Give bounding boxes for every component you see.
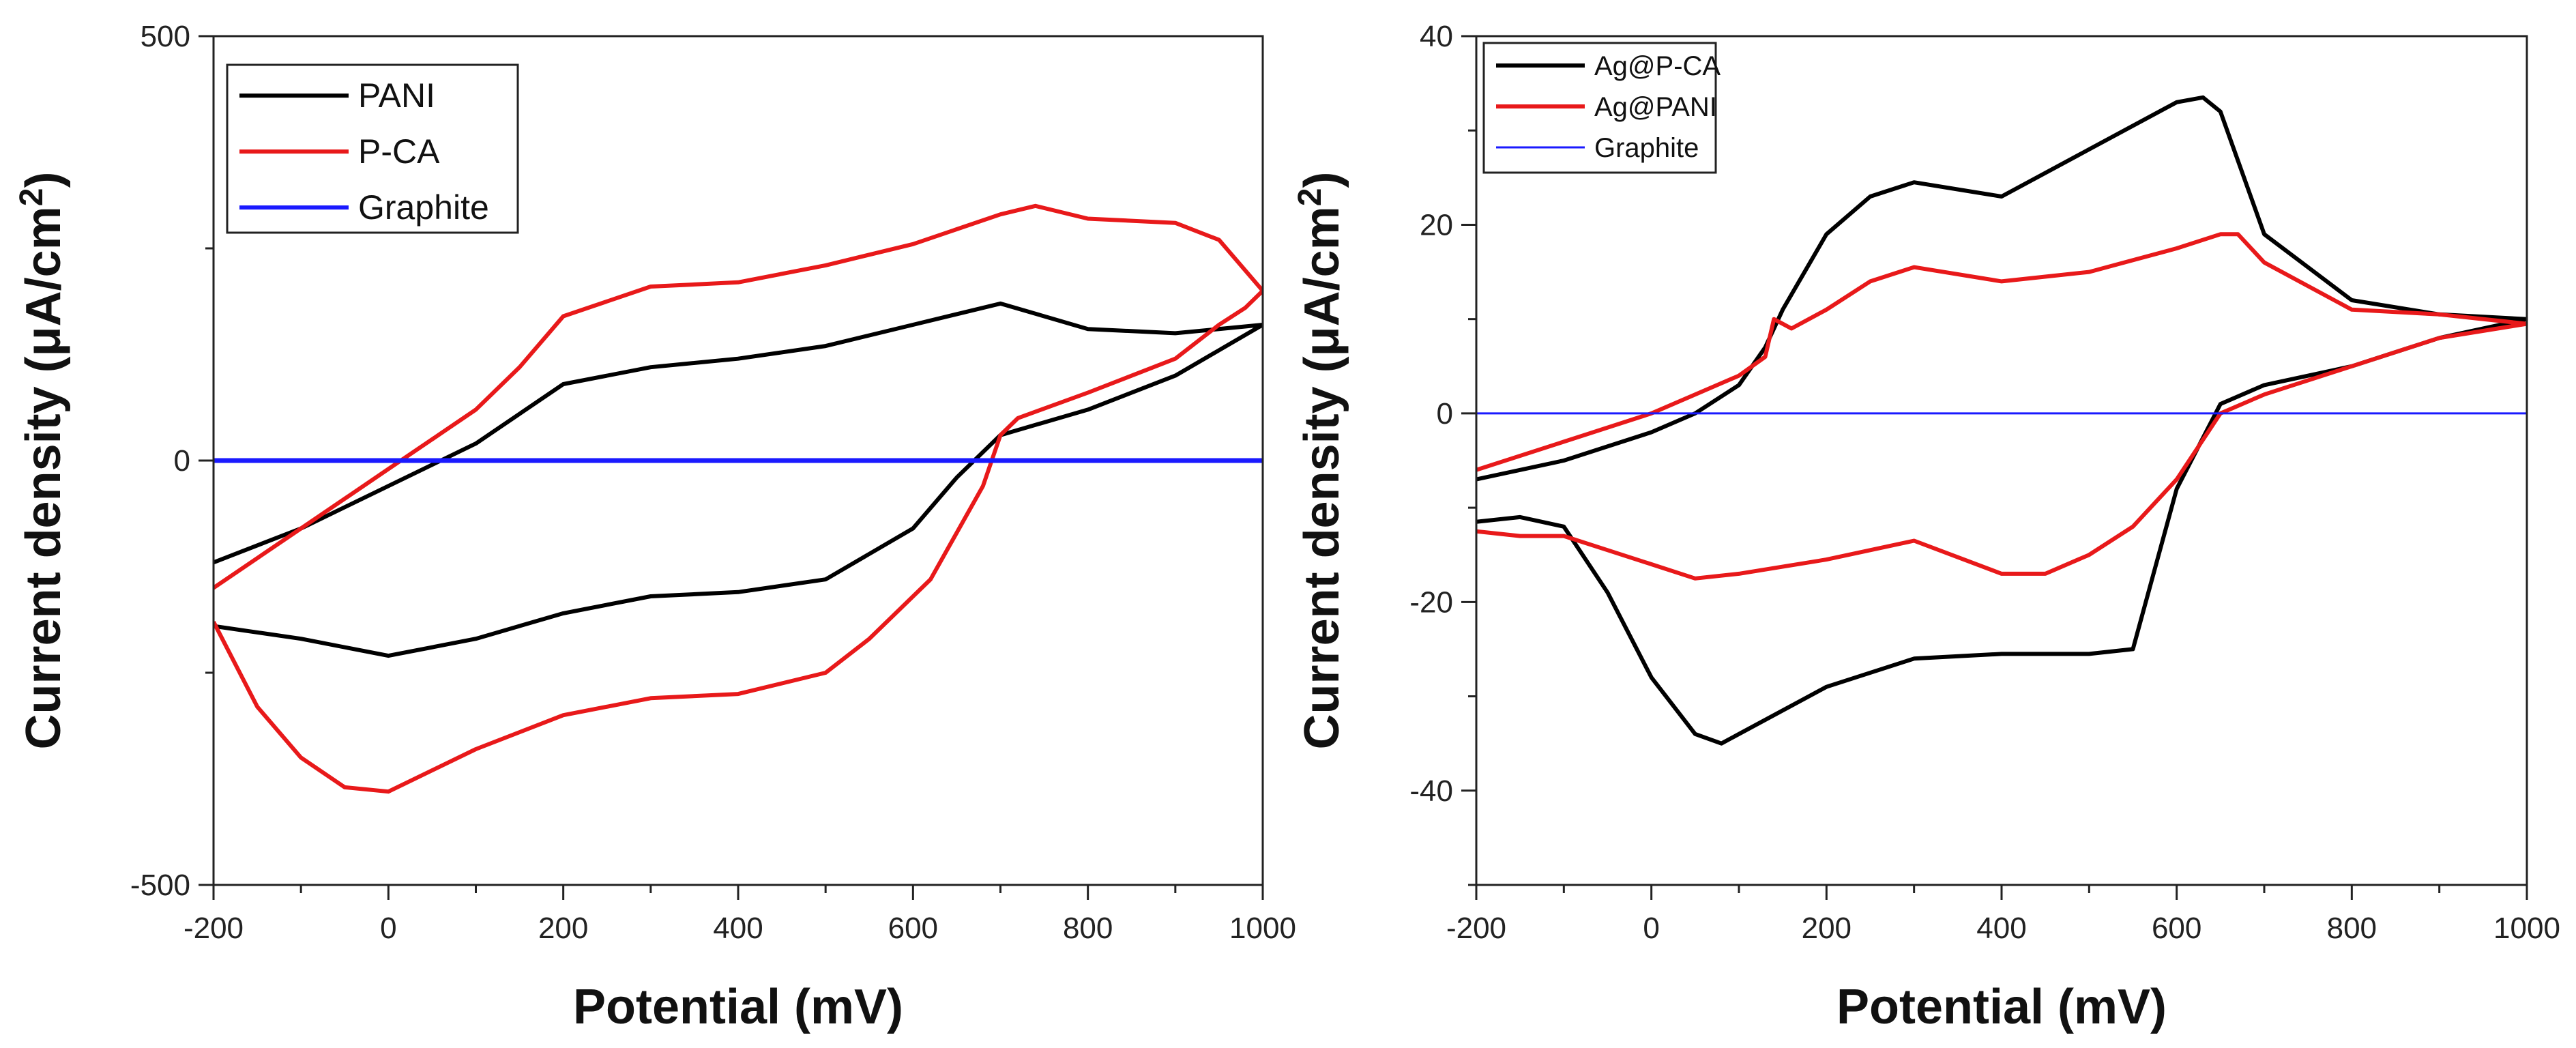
x-tick-label: 600 xyxy=(2152,912,2201,945)
series-line-ag-p-ca xyxy=(1476,95,2527,746)
legend-label: PANI xyxy=(358,76,435,115)
x-axis-label: Potential (mV) xyxy=(573,980,903,1034)
legend-label: P-CA xyxy=(358,132,440,171)
chart-right: -200 0 200 400 600 800 100040200-20-40Potentia… xyxy=(1292,20,2560,1034)
y-tick-label: -500 xyxy=(130,869,190,902)
series-line-ag-pani xyxy=(1476,232,2527,581)
x-tick-label: 800 xyxy=(1063,912,1113,945)
series-line-p-ca xyxy=(214,203,1263,794)
x-axis-label: Potential (mV) xyxy=(1836,980,2167,1034)
x-tick-label: 600 xyxy=(888,912,938,945)
series-line-pani xyxy=(214,301,1263,658)
x-tick-label: -200 xyxy=(184,912,244,945)
legend-label: Graphite xyxy=(358,188,489,227)
y-tick-label: 20 xyxy=(1420,208,1453,242)
legend-box xyxy=(226,63,519,234)
x-tick-label: 400 xyxy=(1976,912,2026,945)
x-tick-label: 200 xyxy=(1802,912,1852,945)
x-tick-label: 200 xyxy=(538,912,588,945)
y-tick-label: 500 xyxy=(141,20,190,53)
legend: PANI P-CA Graphite xyxy=(226,63,519,234)
y-axis-label: Current density (μA/cm2) xyxy=(1292,172,1349,750)
y-tick-label: 0 xyxy=(174,444,190,478)
y-tick-label: -40 xyxy=(1409,774,1453,808)
x-tick-label: 800 xyxy=(2327,912,2377,945)
x-tick-label: 400 xyxy=(713,912,763,945)
x-tick-label: 0 xyxy=(380,912,396,945)
y-tick-label: 0 xyxy=(1437,397,1453,431)
x-tick-label: -200 xyxy=(1446,912,1506,945)
legend: Ag@P-CA Ag@PANI Graphite xyxy=(1482,42,1721,174)
chart-left: -200 0 200 400 600 800 1000 -500 0 500 Potential (… xyxy=(14,20,1296,1034)
legend-label: Ag@P-CA xyxy=(1594,51,1721,81)
x-tick-label: 1000 xyxy=(1229,912,1296,945)
x-tick-label: 0 xyxy=(1643,912,1659,945)
y-tick-label: -20 xyxy=(1409,585,1453,619)
legend-label: Graphite xyxy=(1594,133,1699,163)
legend-label: Ag@PANI xyxy=(1594,92,1717,122)
y-axis-label: Current density (μA/cm2) xyxy=(14,172,71,750)
x-tick-label: 1000 xyxy=(2493,912,2560,945)
y-tick-label: 40 xyxy=(1420,20,1453,53)
